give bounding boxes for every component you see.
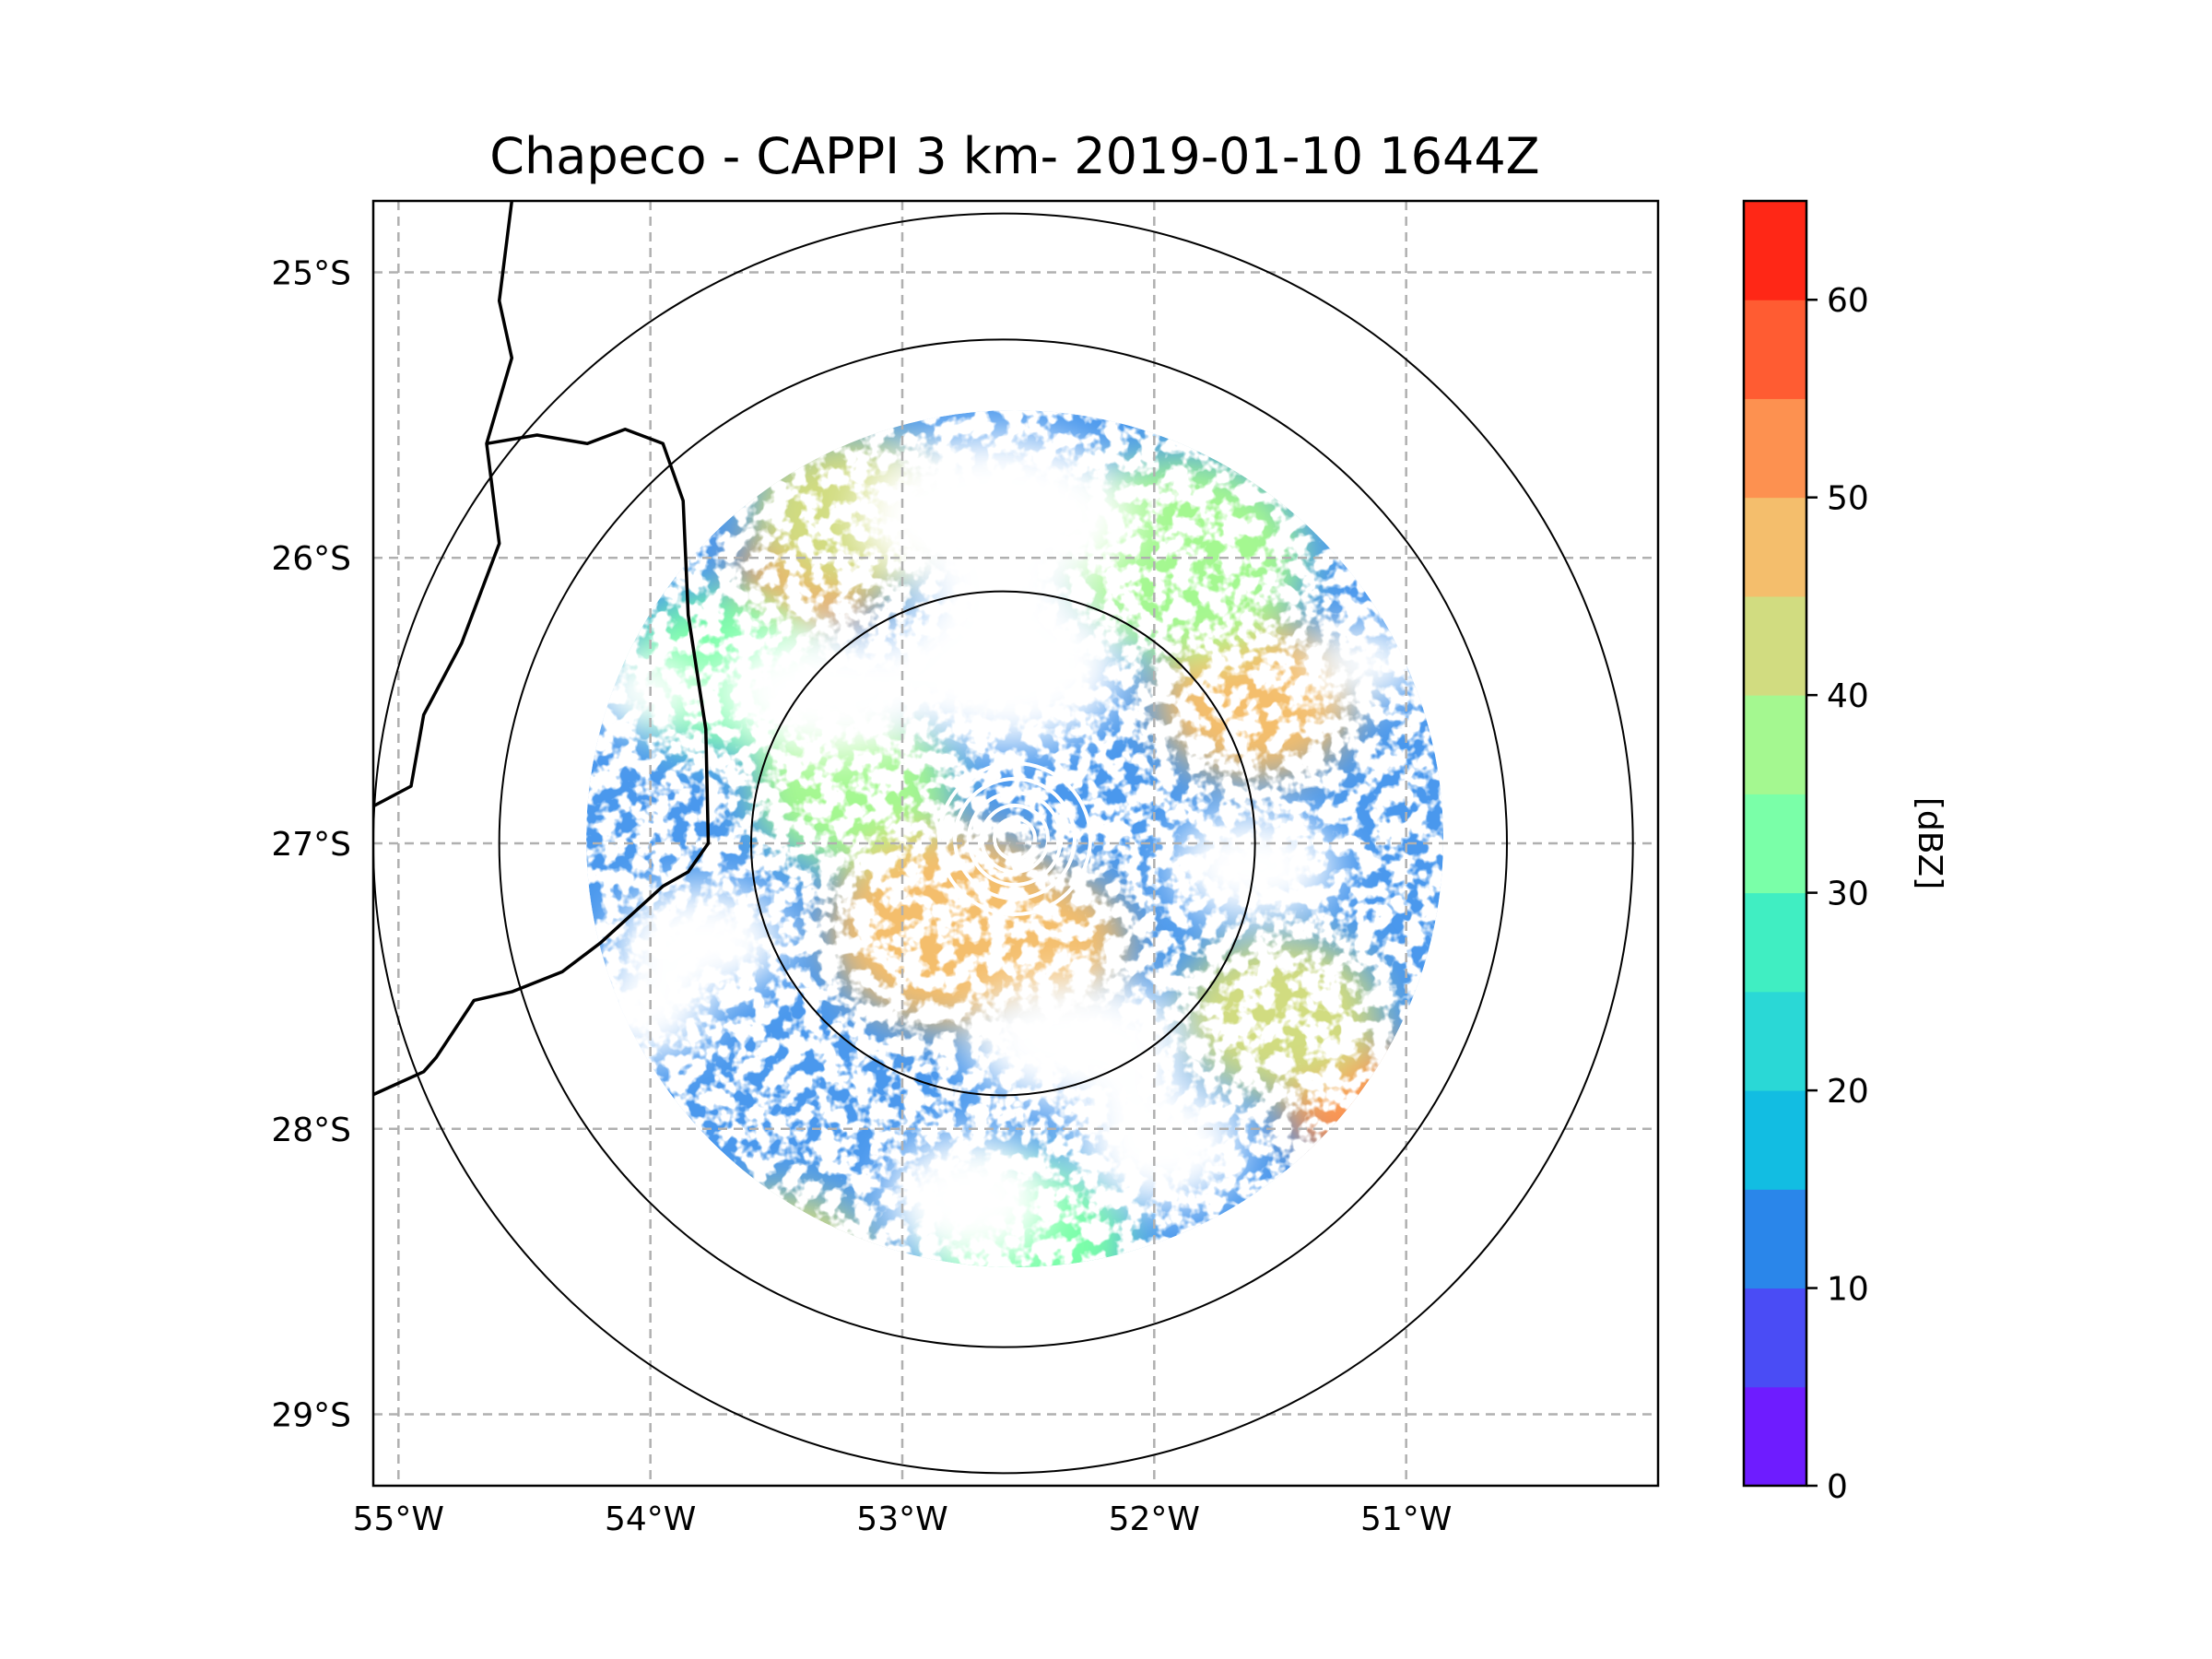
y-tick-label: 27°S [271,826,351,864]
colorbar-tick-label: 30 [1827,876,1869,913]
colorbar-frame [1742,199,1808,1488]
colorbar-label: [dBZ] [1911,797,1948,889]
y-tick-label: 29°S [271,1397,351,1435]
y-axis: 25°S 26°S 27°S 28°S 29°S [271,254,351,1434]
y-tick-label: 28°S [271,1112,351,1149]
y-tick-label: 26°S [271,540,351,578]
x-tick-label: 51°W [1360,1500,1452,1538]
colorbar-swatch [1744,300,1806,399]
boundary-line [373,428,711,1097]
boundaries [373,201,711,1097]
colorbar-swatch [1744,497,1806,597]
colorbar-tick-label: 10 [1827,1271,1869,1309]
colorbar-swatch [1744,1189,1806,1289]
map-frame [371,199,1660,1488]
colorbar-swatch [1744,1386,1806,1487]
colorbar-swatch [1744,398,1806,499]
clutter-ring [993,817,1037,861]
gridlines [373,201,1658,1486]
y-tick-label: 25°S [271,254,351,292]
x-axis: 55°W 54°W 53°W 52°W 51°W [353,1500,1453,1538]
colorbar-swatch [1744,1090,1806,1190]
boundary-line [373,201,514,808]
clutter-ring [980,804,1050,874]
x-tick-label: 54°W [605,1500,696,1538]
colorbar-swatch [1744,695,1806,794]
range-ring [750,590,1256,1097]
colorbar: 0 10 20 30 40 50 60 [1742,199,1869,1506]
x-tick-label: 52°W [1109,1500,1200,1538]
colorbar-tick-label: 40 [1827,677,1869,715]
chart-title: Chapeco - CAPPI 3 km- 2019-01-10 1644Z [489,127,1539,185]
colorbar-swatch [1744,1288,1806,1388]
colorbar-tick-label: 60 [1827,282,1869,320]
range-ring [498,338,1509,1348]
clutter-ring [967,791,1063,887]
x-tick-label: 55°W [353,1500,444,1538]
colorbar-tick-label: 50 [1827,480,1869,518]
echo-speckle [586,410,1443,1267]
center-clutter [937,761,1092,916]
clutter-ring [937,761,1092,916]
colorbar-swatch [1744,595,1806,696]
clutter-ring [953,777,1077,900]
colorbar-tick-label: 0 [1827,1468,1848,1506]
x-tick-label: 53°W [856,1500,947,1538]
colorbar-swatch [1744,794,1806,894]
colorbar-swatch [1744,892,1806,993]
colorbar-swatch [1744,991,1806,1091]
colorbar-swatch [1744,201,1806,300]
colorbar-tick-label: 20 [1827,1073,1869,1111]
